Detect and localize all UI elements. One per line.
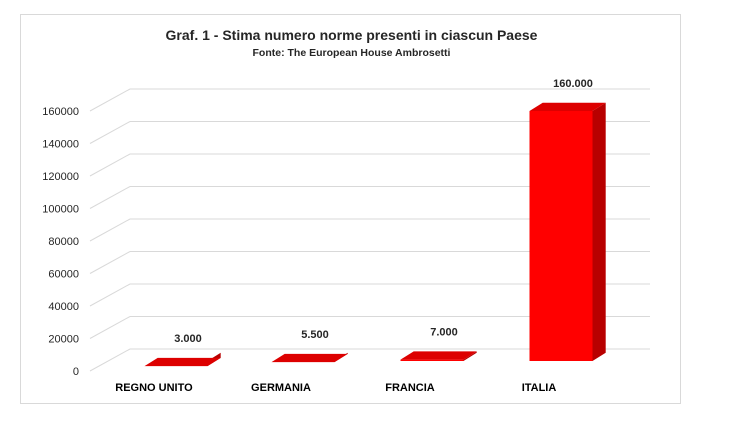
bar-top	[529, 102, 606, 111]
gridline-diagonal	[89, 218, 131, 242]
data-label: 5.500	[301, 329, 329, 341]
data-label: 160.000	[553, 78, 593, 90]
data-label: 7.000	[430, 327, 458, 339]
y-tick-label: 40000	[48, 301, 79, 313]
y-axis-ticks: 0 20000 40000 60000 80000 100000 120000 140000 1…	[42, 106, 79, 378]
chart-subtitle: Fonte: The European House Ambrosetti	[252, 47, 451, 59]
x-axis-ticks: REGNO UNITO GERMANIA FRANCIA ITALIA	[115, 382, 556, 394]
bar-front	[400, 359, 464, 361]
bar-side	[592, 102, 606, 361]
gridline-diagonal	[89, 348, 131, 372]
gridline-diagonal	[89, 121, 131, 144]
gridline-diagonal	[89, 316, 131, 339]
bar-top	[400, 351, 477, 360]
bar	[400, 351, 477, 361]
y-tick-label: 160000	[42, 106, 79, 118]
bar	[529, 102, 606, 361]
y-tick-label: 60000	[48, 269, 79, 281]
gridline-diagonal	[89, 283, 131, 307]
gridline-diagonal	[89, 88, 131, 112]
bar-side	[463, 351, 477, 361]
x-tick-label: REGNO UNITO	[115, 382, 193, 394]
data-label: 3.000	[174, 333, 202, 345]
y-tick-label: 100000	[42, 204, 79, 216]
gridline-diagonal	[89, 251, 131, 274]
y-tick-label: 20000	[48, 334, 79, 346]
bar-front	[529, 111, 593, 361]
y-tick-label: 80000	[48, 236, 79, 248]
bar-layer	[144, 102, 606, 367]
bar-top	[271, 353, 348, 363]
x-tick-label: GERMANIA	[251, 382, 311, 394]
y-tick-label: 120000	[42, 171, 79, 183]
bar-top	[144, 357, 221, 367]
bar	[271, 352, 348, 363]
y-tick-label: 0	[73, 366, 79, 378]
x-tick-label: FRANCIA	[385, 382, 435, 394]
gridline-diagonal	[89, 153, 131, 177]
bar	[144, 352, 221, 367]
y-tick-label: 140000	[42, 139, 79, 151]
x-tick-label: ITALIA	[522, 382, 557, 394]
gridline-diagonal	[89, 186, 131, 209]
data-label-layer: 3.000 5.500 7.000 160.000	[174, 78, 593, 345]
chart-title: Graf. 1 - Stima numero norme presenti in…	[165, 27, 538, 43]
